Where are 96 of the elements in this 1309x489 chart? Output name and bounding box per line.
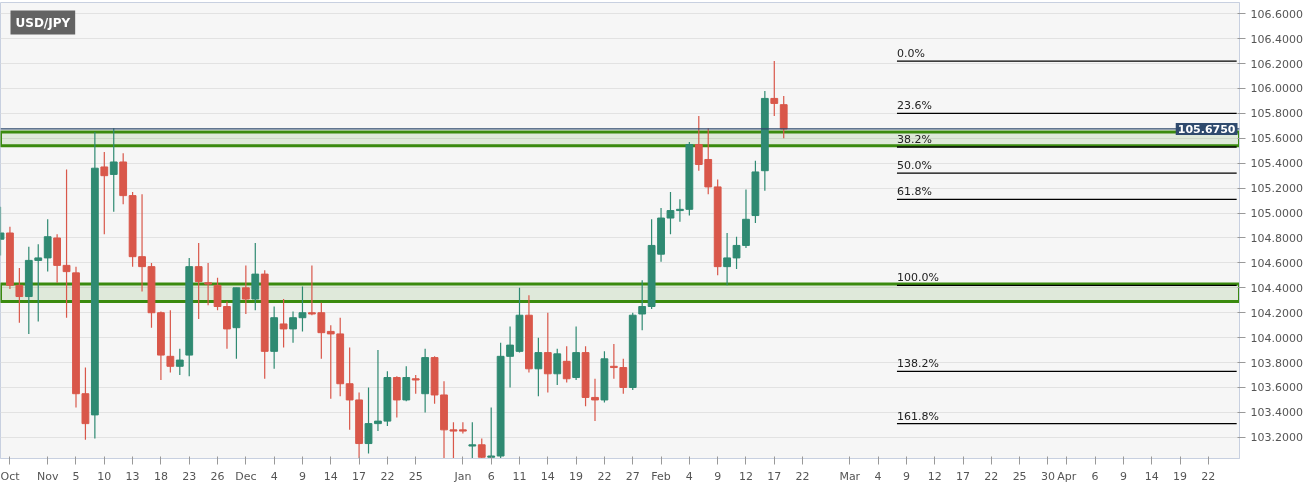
candlestick [449,421,458,459]
y-tick-label: 106.0000 [1250,82,1303,96]
x-tick-label: Feb [651,469,671,483]
x-tick-label: 9 [714,469,722,483]
series-label: 161.8% [896,409,939,423]
x-tick-label: 27 [625,469,640,483]
candlestick [402,365,411,402]
x-tick-label: Jan [453,469,472,483]
y-tick-label: 105.4000 [1250,157,1303,171]
candlestick [458,421,467,435]
y-tick-label: 105.6000 [1250,132,1303,146]
candlestick [194,242,203,320]
candlestick [770,60,779,117]
x-tick-label: Apr [1057,469,1077,483]
x-tick-label: 25 [1012,469,1027,483]
series-label: 61.8% [896,185,932,199]
y-tick-label: 103.8000 [1250,356,1303,370]
text: USD/JPY [15,15,71,30]
y-tick-label: 104.0000 [1250,331,1303,345]
candlestick [109,127,118,213]
x-tick-label: 12 [927,469,942,483]
series-label: 100.0% [896,271,939,285]
x-tick-label: 17 [956,469,971,483]
y-tick-label: 105.2000 [1250,182,1303,196]
x-tick-label: 6 [1091,469,1099,483]
candlestick [100,151,109,235]
y-tick-label: 105.0000 [1250,207,1303,221]
candlestick [326,324,335,400]
candlestick [468,421,477,459]
candlestick [204,262,212,306]
ref-line-label: 105.6750 [1177,122,1236,136]
candlestick [487,406,496,459]
series-label: 38.2% [896,133,932,147]
y-tick-label: 103.4000 [1250,406,1303,420]
y-tick-label: 105.8000 [1250,107,1303,121]
x-tick-label: Dec [235,469,257,483]
x-tick-label: 19 [569,469,584,483]
y-tick-label: 104.6000 [1250,256,1303,270]
x-tick-label: 22 [380,469,395,483]
series-label: 138.2% [896,357,939,371]
candlestick [543,312,552,394]
candlestick [364,386,373,455]
x-tick-label: 22 [1201,469,1216,483]
x-tick-label: 9 [1119,469,1127,483]
x-tick-label: 26 [210,469,225,483]
candlestick [562,345,571,384]
x-tick-label: 10 [97,469,112,483]
x-tick-label: 22 [984,469,999,483]
y-tick-label: 106.4000 [1250,32,1303,46]
y-tick-label: 106.2000 [1250,57,1303,71]
x-tick-label: 9 [902,469,910,483]
x-tick-label: Mar [839,469,861,483]
x-tick-label: 17 [767,469,782,483]
x-tick-label: 25 [408,469,423,483]
candlestick [553,348,562,386]
candlestick [175,348,184,376]
candlestick [411,374,420,395]
x-tick-label: 12 [738,469,753,483]
candlestick [534,337,543,397]
candlestick [241,264,250,315]
x-tick-label: 4 [874,469,882,483]
y-tick-label: 106.6000 [1250,7,1303,21]
x-tick-label: 6 [487,469,495,483]
candlestick [43,218,52,273]
x-tick-label: 14 [1144,469,1159,483]
y-tick-label: 103.6000 [1250,381,1303,395]
x-tick-label: 4 [270,469,278,483]
candlestick [392,375,401,418]
x-tick-label: 9 [298,469,306,483]
candlestick [374,349,382,432]
x-tick-label: 19 [1173,469,1188,483]
x-tick-label: 14 [323,469,338,483]
x-tick-label: 17 [352,469,367,483]
x-tick-label: 18 [153,469,168,483]
x-tick-label: 5 [72,469,80,483]
candlestick [62,168,71,319]
series-label: 23.6% [896,99,932,113]
x-tick-label: 22 [795,469,810,483]
y-tick-label: 104.2000 [1250,306,1303,320]
x-tick-label: 13 [125,469,140,483]
y-tick-label: 104.8000 [1250,231,1303,245]
candlestick [279,298,288,349]
x-tick-label: 14 [540,469,555,483]
x-tick-label: 22 [597,469,612,483]
x-tick-label: Nov [36,469,59,483]
x-tick-label: 23 [182,469,197,483]
candlestick [166,309,175,374]
x-tick-label: 4 [685,469,693,483]
series-label: 0.0% [896,47,925,61]
x-tick-label: 30 [1040,469,1055,483]
series-label: 50.0% [896,159,932,173]
x-tick-label: 11 [512,469,527,483]
y-tick-label: 104.4000 [1250,281,1303,295]
x-tick-label: Oct [0,469,21,483]
y-tick-label: 103.2000 [1250,431,1303,445]
candlestick [638,279,647,331]
